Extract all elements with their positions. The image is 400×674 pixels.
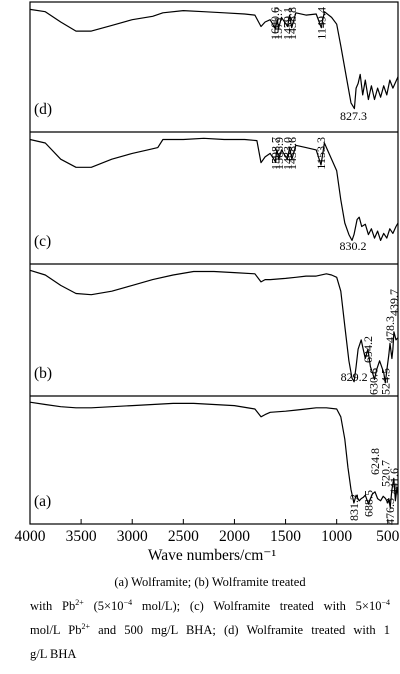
peak-label: 1149.4 [314, 7, 328, 40]
peak-label: 1565.9 [272, 137, 286, 170]
caption-line-3: mol/L Pb2+ and 500 mg/L BHA; (d) Wolfram… [30, 618, 390, 642]
x-tick-label: 1500 [270, 528, 301, 545]
spectrum-line [29, 401, 399, 509]
peak-label: 624.8 [368, 448, 382, 475]
peak-label: 1438.8 [285, 7, 299, 40]
peak-label: 827.3 [340, 109, 367, 123]
peak-label: 831.2 [347, 494, 361, 521]
x-tick-label: 500 [376, 528, 400, 545]
x-tick-label: 2500 [168, 528, 199, 545]
caption-line-2: with Pb2+ (5×10−4 mol/L); (c) Wolframite… [30, 594, 390, 618]
caption-text: (5×10 [83, 599, 124, 613]
peak-label: 829.2 [341, 370, 368, 384]
peak-label: 520.7 [379, 460, 393, 487]
x-tick-label: 3500 [66, 528, 97, 545]
caption-text: mol/L Pb [30, 623, 82, 637]
peak-label: 1438.6 [285, 137, 299, 170]
peak-label: 630.6 [366, 368, 380, 395]
x-axis: 4000 3500 3000 2500 2000 1500 1000 500 [15, 519, 400, 545]
x-tick-label: 2000 [219, 528, 250, 545]
caption-line-4: g/L BHA [30, 647, 77, 661]
caption-superscript: 2+ [81, 622, 90, 631]
caption-text: mol/L); (c) Wolframite treated with 5×10 [132, 599, 382, 613]
panel-label: (b) [34, 365, 52, 382]
peak-label: 1483.0 [280, 137, 294, 170]
peak-label: 1600.6 [268, 7, 282, 40]
caption-text: with Pb [30, 599, 76, 613]
peak-label: 694.2 [361, 336, 375, 363]
peak-label: 1479.1 [281, 7, 295, 40]
panel-label: (c) [34, 233, 51, 250]
x-tick-label: 3000 [117, 528, 148, 545]
x-axis-label: Wave numbers/cm⁻¹ [148, 547, 277, 564]
spectrum-line [29, 269, 399, 384]
spectrum-line [29, 137, 399, 241]
panel-label: (a) [34, 493, 51, 510]
peak-label: 688.5 [362, 490, 376, 517]
peak-label: 1153.3 [314, 137, 328, 170]
peak-label: 1598.7 [269, 137, 283, 170]
caption-text: and 500 mg/L BHA; (d) Wolframite treated… [89, 623, 391, 637]
chart-frame [29, 1, 399, 525]
peak-label: 524.5 [378, 368, 392, 395]
peak-label: 1571.7 [271, 7, 285, 40]
figure-caption: (a) Wolframite; (b) Wolframite treated w… [30, 570, 390, 666]
peak-label: 476.3 [383, 498, 397, 525]
caption-superscript: −4 [123, 598, 133, 607]
x-tick-label: 4000 [15, 528, 46, 545]
spectrum-line [29, 8, 399, 110]
x-tick-label: 1000 [321, 528, 352, 545]
peak-label: 478.3 [383, 316, 397, 343]
plot-border [29, 1, 399, 525]
caption-superscript: −4 [381, 598, 390, 607]
caption-superscript: 2+ [75, 598, 84, 607]
peak-label: 441.6 [387, 468, 400, 495]
caption-line-1: (a) Wolframite; (b) Wolframite treated [114, 575, 306, 589]
panel-label: (d) [34, 101, 52, 118]
peak-label: 439.7 [387, 289, 400, 316]
peak-label: 830.2 [340, 239, 367, 253]
